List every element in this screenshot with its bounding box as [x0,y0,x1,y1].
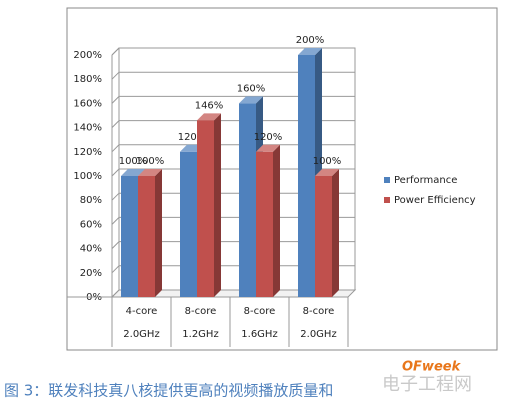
bar-top [121,169,145,176]
grid-line [111,120,355,128]
y-tick-label: 180% [73,74,102,85]
bar-top [256,144,280,152]
legend-swatch [384,177,390,183]
value-label: 100% [136,156,165,167]
bar [197,120,214,297]
bar [180,151,197,297]
y-tick-label: 20% [80,268,102,279]
bar-side [273,144,280,297]
value-label: 120% [254,132,283,143]
bar [121,176,138,297]
legend-label: Performance [394,175,457,186]
watermark: 电子工程网 [382,374,472,395]
bar-side [155,169,162,297]
x-tick-label: 4-core [126,306,158,317]
bar-top [197,113,221,121]
bar-side [332,169,339,297]
y-tick-label: 80% [80,195,102,206]
x-tick-label: 8-core [244,306,276,317]
grid-line [111,95,355,104]
value-label: 100% [313,156,342,167]
bar-top [315,169,339,176]
x-tick-label: 2.0GHz [123,329,159,340]
bar [256,151,273,297]
bar-side [214,113,221,297]
x-tick-label: 1.2GHz [182,329,218,340]
x-tick-label: 8-core [303,306,335,317]
bar-top [138,169,162,176]
value-label: 146% [195,100,224,111]
x-tick-label: 1.6GHz [241,329,277,340]
value-label: 100% [119,156,148,167]
y-tick-label: 140% [73,123,102,134]
caption: 图 3：联发科技真八核提供更高的视频播放质量和 [4,382,333,400]
bar [315,176,332,297]
grid-line [111,71,355,80]
legend-swatch [384,197,390,203]
y-tick-label: 160% [73,98,102,109]
value-label: 200% [296,35,325,46]
bar [298,55,315,297]
value-label: 160% [237,83,266,94]
x-tick-label: 2.0GHz [300,329,336,340]
x-tick-label: 8-core [185,306,217,317]
y-tick-label: 200% [73,50,102,61]
y-tick-label: 100% [73,171,102,182]
value-label: 120% [178,132,207,143]
y-tick-label: 40% [80,244,102,255]
grid-line [111,47,355,56]
bar-top [239,96,263,104]
y-tick-label: 60% [80,219,102,230]
watermark: OFweek [402,360,462,375]
legend-label: Power Efficiency [394,195,476,206]
bar [138,176,155,297]
bar [239,103,256,298]
y-tick-label: 120% [73,147,102,158]
bar-top [298,48,322,55]
